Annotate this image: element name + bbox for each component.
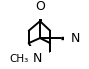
Text: N: N [70, 32, 80, 45]
Text: O: O [35, 0, 45, 13]
Text: N: N [33, 52, 42, 65]
Text: CH₃: CH₃ [10, 54, 29, 64]
